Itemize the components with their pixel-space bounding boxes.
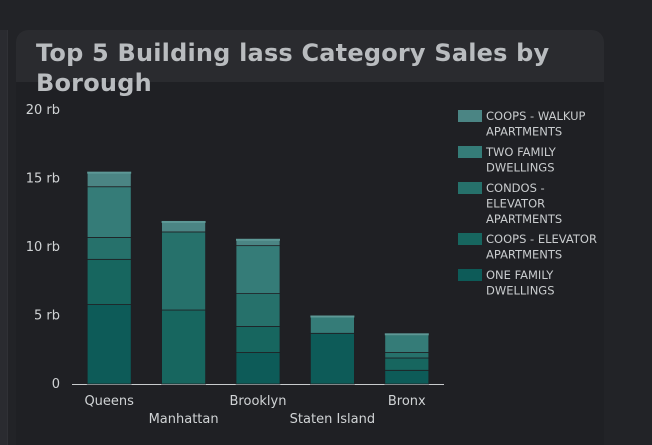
chart-title: Top 5 Building lass Category Sales by Bo… — [36, 39, 550, 97]
bar-segment — [384, 369, 430, 385]
bar-segment — [309, 315, 355, 334]
bar-top-edge — [161, 220, 206, 223]
bar-segment — [235, 326, 281, 353]
x-tick-label: Brooklyn — [230, 394, 287, 409]
y-tick-label: 20 rb — [26, 103, 60, 118]
bar-top-edge — [87, 171, 132, 174]
bar-segment — [86, 304, 132, 385]
bar-segment — [384, 352, 430, 359]
legend-swatch — [458, 146, 482, 158]
legend-label: ELEVATOR — [486, 197, 545, 211]
x-tick-label: Queens — [84, 394, 134, 409]
bar-segment — [86, 237, 132, 260]
legend-label: ONE FAMILY — [486, 268, 554, 282]
y-tick-label: 10 rb — [26, 240, 60, 255]
legend-swatch — [458, 269, 482, 281]
bar-segment — [161, 231, 207, 311]
legend-label: COOPS - WALKUP — [486, 109, 585, 123]
legend-label: CONDOS - — [486, 181, 545, 195]
legend-label: APARTMENTS — [486, 125, 562, 139]
bar-segment — [86, 171, 132, 188]
legend-label: DWELLINGS — [486, 161, 555, 175]
bar-segment — [384, 334, 430, 353]
legend-label: TWO FAMILY — [485, 145, 557, 159]
legend-swatch — [458, 110, 482, 122]
bar-segment — [161, 309, 207, 385]
bar-segment — [86, 258, 132, 305]
y-tick-label: 5 rb — [34, 309, 60, 324]
x-tick-label: Bronx — [388, 394, 426, 409]
bar-top-edge — [310, 315, 355, 318]
legend-label: COOPS - ELEVATOR — [486, 232, 597, 246]
bar-segment — [235, 352, 281, 385]
bar-top-edge — [384, 333, 429, 336]
bar-segment — [309, 332, 355, 385]
bar-segment — [86, 186, 132, 238]
bar-segment — [384, 357, 430, 371]
bar-segment — [235, 293, 281, 327]
legend-label: DWELLINGS — [486, 284, 555, 298]
legend-swatch — [458, 233, 482, 245]
legend-label: APARTMENTS — [486, 212, 562, 226]
x-tick-label: Staten Island — [290, 412, 375, 427]
adjacent-panel-edge — [0, 30, 8, 445]
bar-segment — [235, 245, 281, 294]
legend-swatch — [458, 182, 482, 194]
legend-label: APARTMENTS — [486, 248, 562, 262]
y-tick-label: 15 rb — [26, 172, 60, 187]
bar-top-edge — [236, 238, 280, 241]
y-tick-label: 0 — [52, 377, 60, 392]
x-tick-label: Manhattan — [149, 412, 219, 427]
chart-card-header — [16, 30, 604, 82]
